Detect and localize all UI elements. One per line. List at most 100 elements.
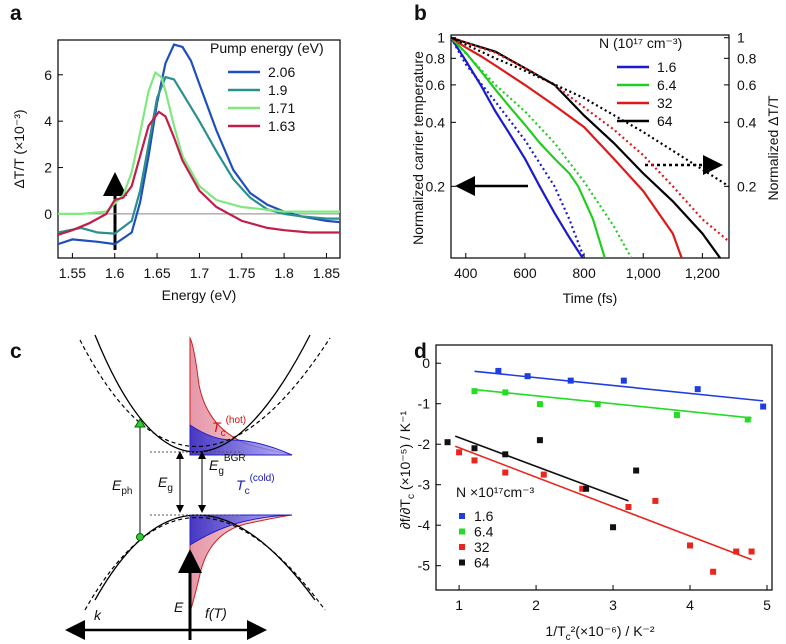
y-tick-label: -4 <box>418 517 431 533</box>
y-axis-label: ∂f/∂Tc (×10⁻⁵) / K⁻¹ <box>397 410 417 529</box>
y2-tick-label: 1 <box>737 30 745 46</box>
legend-label: 6.4 <box>474 524 494 540</box>
y-tick-label: 0 <box>44 206 52 222</box>
y-tick-label: 1 <box>437 30 445 46</box>
hole-marker <box>136 533 144 541</box>
chart-panel: b 400 600 800 1,000 1,200 0.2 0.4 0.6 0.8 1 0.2 0.4 0… <box>414 2 757 281</box>
line <box>58 110 340 236</box>
e-ph-label: Eph <box>112 477 132 497</box>
y-tick-label: 0.8 <box>426 50 446 66</box>
legend-label: 64 <box>474 555 490 571</box>
text-part: k <box>94 607 102 623</box>
cold-temperature-label: Tc(cold) <box>236 473 275 497</box>
text-part: (×10⁻⁵) / K⁻¹ <box>397 410 413 494</box>
x-tick-label: 1.85 <box>313 265 340 281</box>
line <box>451 37 584 258</box>
electron-marker <box>134 418 146 428</box>
point <box>610 524 617 531</box>
hot-temperature-label: Tc(hot) <box>212 415 246 439</box>
legend-marker <box>459 513 465 519</box>
hot-distribution <box>189 514 293 613</box>
text-part: c <box>221 428 226 439</box>
band-diagram <box>65 334 331 640</box>
y2-tick-label: 0.2 <box>737 178 757 194</box>
line <box>58 75 340 235</box>
e-label: E <box>174 599 184 615</box>
text-part: E <box>174 599 184 615</box>
x-tick-label: 1.8 <box>274 265 294 281</box>
x-axis-label: 1/Tc²(×10⁻⁶) / K⁻² <box>545 623 655 643</box>
point <box>673 412 680 419</box>
y-tick-label: 6 <box>44 67 52 83</box>
x-tick-label: 5 <box>763 597 771 613</box>
x-tick-label: 1.75 <box>228 265 255 281</box>
point <box>471 457 478 464</box>
text-part: c <box>245 486 250 497</box>
x-tick-label: 1.7 <box>190 265 210 281</box>
y-axis-label: ΔT/T (×10⁻³) <box>11 109 27 188</box>
text-part: g <box>167 483 173 494</box>
y-tick-label: -2 <box>418 436 431 452</box>
legend-label: 1.6 <box>474 508 494 524</box>
legend-title: Pump energy (eV) <box>210 40 324 56</box>
text-part: g <box>218 466 224 477</box>
valence-band <box>94 514 316 601</box>
x-tick-label: 1.65 <box>143 265 170 281</box>
legend-label: 1.9 <box>268 82 288 98</box>
x-tick-label: 800 <box>572 265 596 281</box>
text-part: E <box>209 457 219 473</box>
e-g-label: Eg <box>158 474 173 494</box>
x-tick-label: 4 <box>686 597 694 613</box>
point <box>536 437 543 444</box>
text-part: BGR <box>224 453 246 464</box>
point <box>594 401 601 408</box>
point <box>744 416 751 423</box>
x-tick-label: 3 <box>609 597 617 613</box>
legend-title: N ×10¹⁷cm⁻³ <box>456 484 535 500</box>
point <box>540 471 547 478</box>
legend-marker <box>459 528 465 535</box>
x-axis-label: Time (fs) <box>563 290 618 306</box>
chart-panel: a 1.55 1.6 1.65 1.7 1.75 1.8 1.85 0 2 4 6 Pump energ… <box>10 2 341 281</box>
legend-label: 1.63 <box>268 118 295 134</box>
f-label: f(T) <box>205 605 227 621</box>
point <box>733 548 740 555</box>
line <box>451 36 721 258</box>
legend-marker <box>459 559 465 566</box>
x-tick-label: 1.55 <box>59 265 86 281</box>
panel-label: a <box>10 2 22 25</box>
k-label: k <box>94 607 102 623</box>
y-tick-label: -5 <box>418 558 431 574</box>
legend-label: 32 <box>657 95 673 111</box>
conduction-band-renormalized <box>79 337 331 447</box>
legend-title: N (10¹⁷ cm⁻³) <box>599 35 682 51</box>
x-tick-label: 1 <box>455 597 463 613</box>
point <box>694 386 701 393</box>
y-tick-label: 0.4 <box>426 114 446 130</box>
y-tick-label: 0.2 <box>426 178 446 194</box>
text-part: ∂f/∂T <box>397 499 413 530</box>
e-g-bgr-label: EgBGR <box>209 453 246 477</box>
x-axis-label: Energy (eV) <box>162 287 237 303</box>
line <box>58 70 340 215</box>
point <box>495 367 502 374</box>
text-part: 1/T <box>545 623 566 639</box>
legend-label: 32 <box>474 539 490 555</box>
text-part: ph <box>121 486 132 497</box>
fit-line <box>474 370 764 402</box>
text-part: T <box>236 477 246 493</box>
line <box>58 43 340 246</box>
y-tick-label: 4 <box>44 113 52 129</box>
y2-axis-label: Normalized ΔT/T <box>765 95 781 200</box>
plot-frame <box>57 39 341 259</box>
point <box>652 497 659 504</box>
fit-line <box>474 388 752 419</box>
y2-tick-label: 0.4 <box>737 114 757 130</box>
x-tick-label: 2 <box>532 597 540 613</box>
point <box>710 568 717 575</box>
text-part: (cold) <box>250 473 275 484</box>
text-part: c <box>566 632 571 643</box>
text-part: f(T) <box>205 605 227 621</box>
y-tick-label: 0.6 <box>426 77 446 93</box>
